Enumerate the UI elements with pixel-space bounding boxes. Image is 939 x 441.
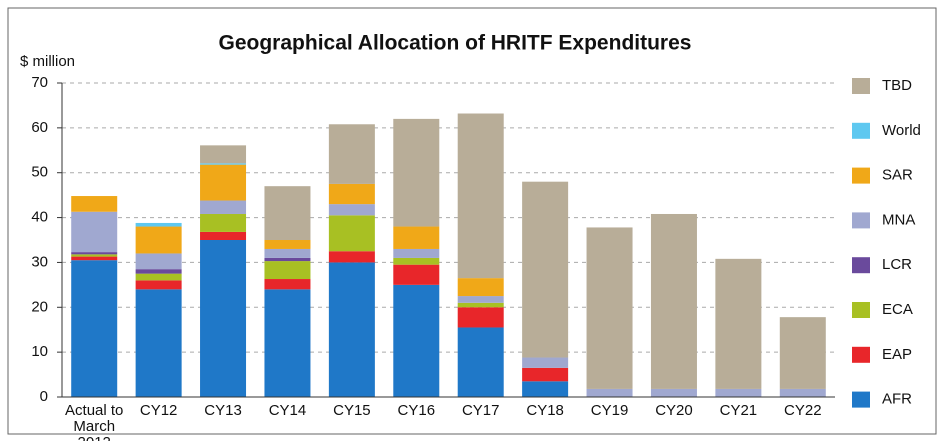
- legend-label: EAP: [882, 346, 912, 363]
- frame: [7, 7, 937, 435]
- bar-segment: [200, 145, 247, 164]
- y-tick-label: 60: [31, 119, 48, 136]
- bar-segment: [71, 254, 118, 257]
- legend-swatch: [852, 302, 870, 318]
- legend-label: SAR: [882, 167, 913, 184]
- x-tick-label: Actual to March 2012: [65, 402, 124, 441]
- x-tick-label: CY21: [719, 402, 758, 419]
- bar-segment: [522, 381, 569, 397]
- bar-segment: [715, 388, 762, 397]
- legend-label: MNA: [882, 211, 915, 228]
- bar-segment: [135, 269, 182, 274]
- bar-segment: [264, 257, 311, 262]
- x-tick-label: CY16: [397, 402, 436, 419]
- bar-segment: [393, 264, 440, 285]
- bar-segment: [457, 296, 504, 303]
- y-tick-label: 30: [31, 253, 48, 270]
- legend-label: LCR: [882, 256, 912, 273]
- x-tick-label: CY22: [784, 402, 822, 419]
- legend-label: AFR: [882, 391, 912, 408]
- bar-segment: [586, 388, 633, 397]
- bar-segment: [135, 226, 182, 254]
- bar-segment: [264, 261, 311, 280]
- bar-segment: [264, 279, 311, 290]
- bar-segment: [328, 262, 375, 397]
- legend-label: World: [882, 122, 921, 139]
- legend-swatch: [852, 257, 870, 274]
- bar-segment: [71, 252, 118, 255]
- bar-segment: [200, 240, 247, 397]
- x-tick-label: CY17: [461, 402, 500, 419]
- bar-segment: [264, 186, 311, 240]
- bar-segment: [71, 260, 118, 397]
- legend-label: TBD: [882, 77, 912, 94]
- bar-segment: [200, 163, 247, 165]
- y-tick-label: 50: [31, 164, 48, 181]
- y-tick-label: 40: [31, 209, 48, 226]
- bar-segment: [393, 284, 440, 397]
- x-tick-label: CY19: [590, 402, 629, 419]
- bar-segment: [264, 240, 311, 249]
- bar-segment: [135, 280, 182, 290]
- bar-segment: [457, 327, 504, 397]
- bar-segment: [393, 226, 440, 249]
- bar-segment: [522, 357, 569, 368]
- bar-segment: [457, 302, 504, 308]
- y-tick-label: 0: [40, 388, 48, 405]
- chart-title: Geographical Allocation of HRITF Expendi…: [219, 32, 692, 55]
- x-tick-label: CY20: [655, 402, 693, 419]
- legend-swatch: [852, 167, 870, 184]
- y-tick-label: 10: [31, 343, 48, 360]
- bar-segment: [328, 251, 375, 263]
- bar-segment: [200, 213, 247, 232]
- x-tick-label: CY13: [204, 402, 242, 419]
- bar-segment: [71, 211, 118, 253]
- bar-segment: [779, 388, 826, 397]
- bar-segment: [393, 118, 440, 227]
- bar-segment: [650, 213, 697, 389]
- legend-swatch: [852, 346, 870, 363]
- bar-segment: [200, 164, 247, 201]
- y-axis-label: $ million: [20, 53, 75, 70]
- bar-segment: [71, 256, 118, 261]
- legend-swatch: [852, 122, 870, 139]
- bar-segment: [650, 388, 697, 397]
- x-tick-label: CY18: [526, 402, 564, 419]
- bar-segment: [715, 258, 762, 389]
- bar-segment: [522, 181, 569, 358]
- bar-segment: [200, 200, 247, 214]
- bar-segment: [135, 273, 182, 281]
- legend-swatch: [852, 212, 870, 229]
- bar-segment: [522, 367, 569, 382]
- bar-segment: [135, 222, 182, 227]
- bar-segment: [264, 289, 311, 397]
- bar-segment: [135, 253, 182, 270]
- bar-segment: [457, 278, 504, 297]
- bar-segment: [200, 231, 247, 240]
- bar-segment: [328, 183, 375, 205]
- bar-segment: [393, 248, 440, 258]
- legend-label: ECA: [882, 301, 913, 318]
- legend-swatch: [852, 391, 870, 408]
- x-tick-label: CY15: [333, 402, 371, 419]
- bar-segment: [457, 113, 504, 279]
- y-tick-label: 70: [31, 74, 48, 91]
- bar-segment: [264, 248, 311, 258]
- bar-segment: [779, 317, 826, 389]
- bar-segment: [328, 204, 375, 216]
- y-tick-label: 20: [31, 298, 48, 315]
- x-tick-label: CY14: [268, 402, 307, 419]
- bar-segment: [135, 289, 182, 397]
- bar-segment: [586, 227, 633, 389]
- legend-swatch: [852, 78, 870, 94]
- bar-segment: [71, 196, 118, 212]
- bar-segment: [328, 215, 375, 252]
- bar-segment: [457, 307, 504, 328]
- bar-segment: [328, 124, 375, 184]
- x-tick-label: CY12: [139, 402, 178, 419]
- bar-segment: [393, 257, 440, 265]
